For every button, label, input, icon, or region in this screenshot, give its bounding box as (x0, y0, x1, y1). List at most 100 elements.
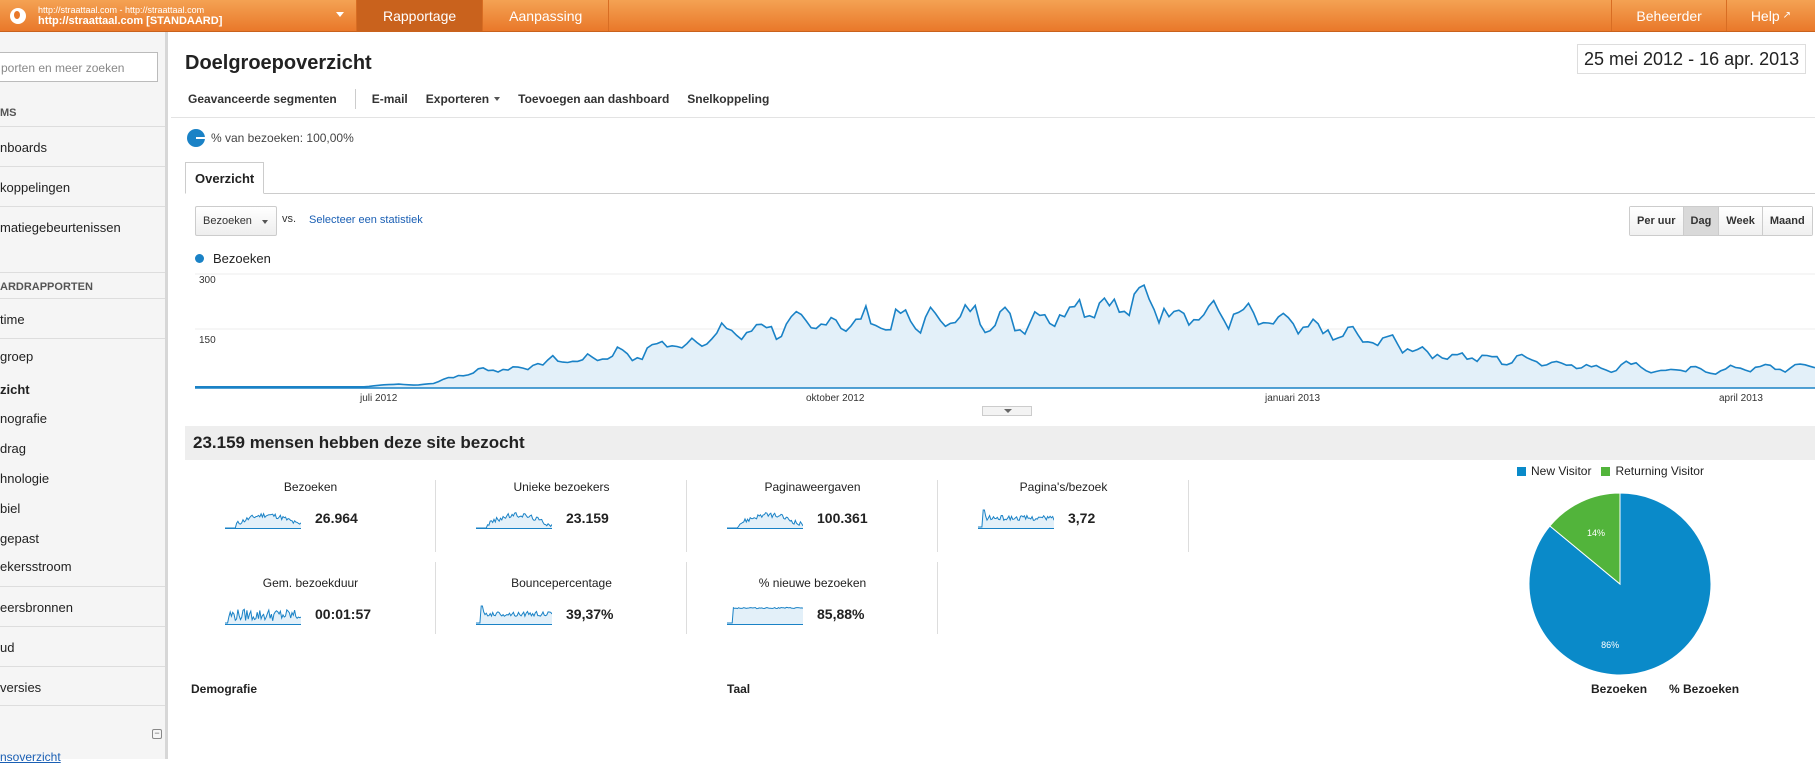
stat-divider (937, 480, 938, 552)
sparkline-area (476, 606, 552, 625)
table-header-demographics: Demografie (191, 682, 258, 696)
vs-label: vs. (282, 213, 297, 225)
stat-unique-visitors[interactable]: Unieke bezoekers 23.159 (436, 480, 687, 550)
tab-rapportage[interactable]: Rapportage (356, 0, 483, 31)
email-button[interactable]: E-mail (371, 91, 408, 106)
sparkline-icon (225, 608, 301, 625)
stat-value: 3,72 (1068, 510, 1096, 526)
select-statistic-link[interactable]: Selecteer een statistiek (309, 214, 423, 226)
sidebar-item-behavior[interactable]: drag (0, 441, 27, 456)
sidebar-item-realtime[interactable]: time (0, 298, 165, 338)
chevron-down-icon (494, 97, 501, 102)
visits-line (195, 283, 1815, 388)
sidebar-item-overview[interactable]: zicht (0, 382, 30, 397)
sidebar-item-traffic-sources[interactable]: eersbronnen (0, 586, 165, 626)
sidebar-item-custom[interactable]: gepast (0, 531, 40, 546)
tab-aanpassing[interactable]: Aanpassing (482, 0, 610, 31)
search-input[interactable]: porten en meer zoeken (0, 52, 158, 82)
sparkline-area (225, 513, 301, 529)
sidebar-item-shortcuts[interactable]: koppelingen (0, 166, 165, 206)
legend-label-bezoeken: Bezoeken (213, 251, 271, 266)
visits-area (195, 285, 1815, 388)
week-button[interactable]: Week (1718, 207, 1762, 235)
site-url-main: http://straattaal.com [STANDAARD] (38, 14, 223, 27)
stat-value: 26.964 (315, 510, 358, 526)
sidebar-item-dashboards[interactable]: nboards (0, 126, 165, 166)
visits-chart[interactable] (195, 272, 1815, 412)
legend-square-returning (1601, 466, 1611, 476)
sidebar-item-demographics[interactable]: nografie (0, 411, 47, 426)
stat-pages-per-visit[interactable]: Pagina's/bezoek 3,72 (938, 480, 1189, 550)
tab-overview[interactable]: Overzicht (185, 162, 265, 194)
sparkline-area (978, 510, 1054, 529)
pie-slice-returning-visitor[interactable] (1549, 492, 1621, 586)
chart-resize-handle[interactable] (982, 406, 1032, 416)
sidebar: porten en meer zoeken MS nboards koppeli… (0, 32, 168, 764)
sparkline-icon (476, 512, 552, 529)
sparkline-icon (225, 512, 301, 529)
stat-new-visits[interactable]: % nieuwe bezoeken 85,88% (687, 576, 938, 646)
stat-divider (686, 562, 687, 634)
stat-divider (435, 562, 436, 634)
tab-help[interactable]: Help ↗ (1725, 0, 1815, 31)
sidebar-item-technology[interactable]: hnologie (0, 471, 50, 486)
stat-divider (435, 480, 436, 552)
stat-value: 00:01:57 (315, 606, 372, 622)
stat-bounce-rate[interactable]: Bouncepercentage 39,37% (436, 576, 687, 646)
stat-label: Paginaweergaven (764, 480, 861, 494)
chevron-down-icon (262, 220, 268, 224)
help-label: Help (1750, 7, 1780, 24)
stat-divider (1188, 480, 1189, 552)
table-header-visits: Bezoeken (1591, 682, 1648, 696)
table-header-language: Taal (727, 682, 751, 696)
stat-divider (686, 480, 687, 552)
stat-label: Gem. bezoekduur (262, 576, 359, 590)
stat-value: 23.159 (566, 510, 609, 526)
stat-value: 100.361 (817, 510, 868, 526)
x-tick-juli-2012: juli 2012 (360, 393, 398, 404)
stat-visits[interactable]: Bezoeken 26.964 (185, 480, 436, 550)
stat-pageviews[interactable]: Paginaweergaven 100.361 (687, 480, 938, 550)
pie-legend: New Visitor Returning Visitor (1517, 464, 1704, 478)
chevron-down-icon[interactable] (336, 12, 344, 17)
sidebar-item-audience[interactable]: groep (0, 338, 165, 364)
site-selector[interactable]: http://straattaal.com - http://straattaa… (0, 0, 356, 31)
sparkline-area (727, 512, 803, 529)
day-button[interactable]: Dag (1682, 207, 1719, 235)
shortcut-button[interactable]: Snelkoppeling (687, 91, 770, 106)
export-button[interactable]: Exporteren (425, 91, 501, 106)
sparkline-area (476, 512, 552, 529)
pie-label-returning: 14% (1587, 528, 1605, 538)
sidebar-item-conversions[interactable]: versies (0, 666, 165, 706)
sparkline-area (727, 607, 803, 625)
per-hour-button[interactable]: Per uur (1630, 207, 1683, 235)
segment-pie-icon (187, 129, 205, 147)
toolbar-divider (354, 88, 356, 109)
month-button[interactable]: Maand (1761, 207, 1812, 235)
x-tick-oktober-2012: oktober 2012 (806, 393, 865, 404)
sparkline-area (225, 609, 301, 625)
sidebar-heading-items: MS (0, 107, 17, 119)
sidebar-item-visitor-flow[interactable]: ekersstroom (0, 559, 72, 574)
legend-dot-bezoeken (195, 254, 204, 263)
page-title: Doelgroepoverzicht (185, 52, 372, 74)
add-to-dashboard-button[interactable]: Toevoegen aan dashboard (518, 91, 670, 106)
metric-select[interactable]: Bezoeken (195, 206, 277, 236)
export-label: Exporteren (425, 91, 490, 106)
x-tick-januari-2013: januari 2013 (1265, 393, 1321, 404)
sidebar-item-content[interactable]: ud (0, 626, 165, 666)
tab-beheerder[interactable]: Beheerder (1611, 0, 1725, 31)
y-tick-300: 300 (199, 275, 216, 286)
sparkline-line (978, 509, 1054, 528)
legend-label-returning: Returning Visitor (1615, 464, 1704, 478)
advanced-segments-button[interactable]: Geavanceerde segmenten (188, 91, 337, 106)
stat-avg-duration[interactable]: Gem. bezoekduur 00:01:57 (185, 576, 436, 646)
collapse-icon[interactable]: − (152, 729, 162, 739)
visitor-type-pie[interactable]: 86% 14% (1527, 491, 1713, 677)
sidebar-link-overview[interactable]: nsoverzicht (0, 750, 61, 764)
sidebar-item-intelligence-events[interactable]: matiegebeurtenissen (0, 206, 165, 246)
sparkline-icon (476, 605, 552, 625)
sidebar-item-mobile[interactable]: biel (0, 501, 21, 516)
sidebar-heading-standard-reports: ARDRAPPORTEN (0, 272, 165, 293)
date-range-picker[interactable]: 25 mei 2012 - 16 apr. 2013 (1577, 44, 1807, 74)
